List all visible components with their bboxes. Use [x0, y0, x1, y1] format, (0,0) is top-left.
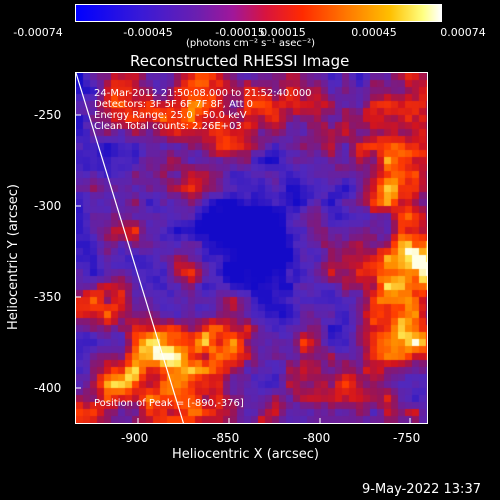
plot-title: Reconstructed RHESSI Image — [130, 52, 350, 70]
colorbar-tick: -0.00045 — [123, 26, 173, 39]
info-line: Energy Range: 25.0 - 50.0 keV — [94, 110, 247, 121]
heatmap-canvas — [76, 73, 427, 423]
x-tick-label: -800 — [303, 431, 331, 445]
y-axis-label-text: Heliocentric Y (arcsec) — [6, 184, 21, 330]
limb-overlay — [76, 73, 185, 423]
solar-limb-line — [76, 73, 185, 423]
x-axis-label: Heliocentric X (arcsec) — [172, 447, 319, 462]
colorbar-units: (photons cm⁻² s⁻¹ asec⁻²) — [186, 38, 316, 49]
y-tick-label: -400 — [34, 381, 62, 395]
x-tick-label: -900 — [121, 431, 149, 445]
x-tick-label: -850 — [212, 431, 240, 445]
colorbar-tick: -0.00074 — [13, 26, 63, 39]
y-tick-label: -300 — [34, 199, 62, 213]
info-line: 24-Mar-2012 21:50:08.000 to 21:52:40.000 — [94, 88, 312, 99]
x-tick-label: -750 — [393, 431, 421, 445]
y-tick-label: -250 — [34, 108, 62, 122]
colorbar-tick: -0.00015 — [215, 26, 265, 39]
rhessi-image: 24-Mar-2012 21:50:08.000 to 21:52:40.000… — [75, 72, 428, 424]
peak-position: Position of Peak = [-890,-376] — [94, 398, 244, 409]
colorbar-tick: 0.00015 — [260, 26, 306, 39]
colorbar-tick: 0.00074 — [440, 26, 486, 39]
info-line: Detectors: 3F 5F 6F 7F 8F, Att 0 — [94, 99, 254, 110]
info-line: Clean Total counts: 2.26E+03 — [94, 121, 242, 132]
y-tick-label: -350 — [34, 290, 62, 304]
colorbar — [75, 4, 442, 22]
colorbar-tick: 0.00045 — [351, 26, 397, 39]
footer-timestamp: 9-May-2022 13:37 — [362, 482, 481, 497]
